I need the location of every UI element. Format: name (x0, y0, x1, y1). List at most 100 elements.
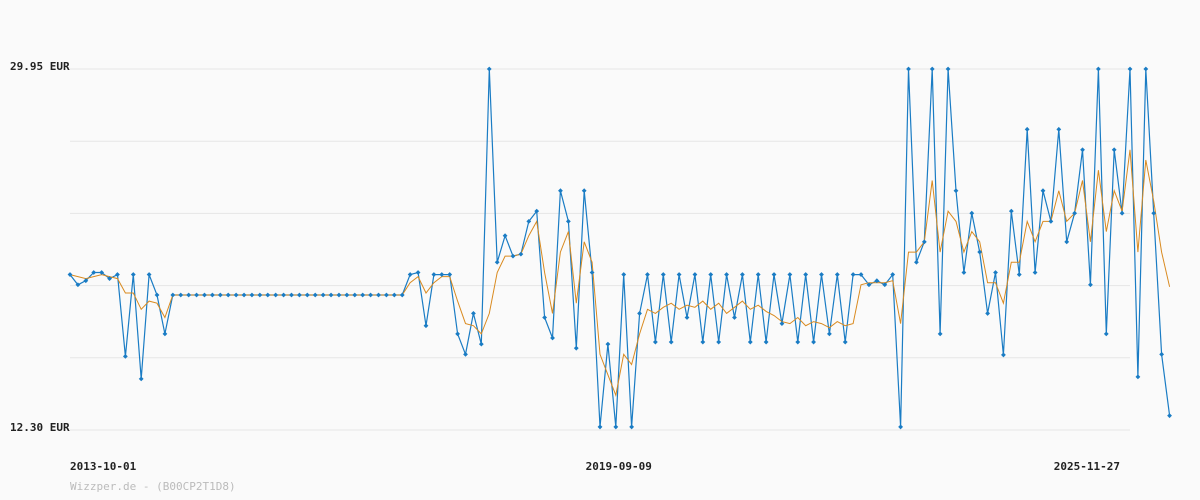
point (827, 331, 832, 337)
point (969, 210, 975, 216)
point (447, 272, 453, 277)
point (700, 339, 706, 345)
point (202, 292, 207, 298)
point (122, 353, 128, 359)
point (162, 331, 168, 337)
point (795, 339, 801, 345)
point (99, 270, 105, 275)
x-tick-label: 2013-10-01 (70, 460, 137, 473)
point (1127, 66, 1133, 72)
point (929, 66, 935, 72)
point (1048, 218, 1054, 224)
point (898, 424, 903, 430)
point (803, 272, 809, 277)
point (573, 345, 579, 351)
y-tick-label: 12.30 EUR (10, 421, 70, 434)
point (115, 272, 120, 277)
point (945, 66, 951, 72)
point (534, 208, 540, 214)
point (906, 66, 911, 72)
point (486, 66, 492, 72)
point (874, 278, 880, 284)
point (1024, 126, 1030, 132)
point (1119, 210, 1125, 216)
point (391, 292, 397, 298)
point (739, 272, 745, 277)
point (676, 272, 682, 277)
point (1159, 351, 1165, 357)
point (645, 272, 650, 277)
point (352, 292, 358, 298)
point (581, 188, 587, 194)
point (273, 292, 279, 298)
point (755, 272, 761, 277)
point (993, 270, 998, 275)
x-tick-label: 2019-09-09 (586, 460, 652, 473)
point (589, 270, 595, 275)
point (281, 292, 286, 298)
point (692, 272, 698, 277)
point (194, 292, 199, 298)
point (186, 292, 192, 298)
point (1040, 188, 1046, 194)
point (1167, 413, 1172, 419)
point (257, 292, 263, 298)
point (652, 339, 658, 345)
point (1143, 66, 1149, 72)
point (771, 272, 777, 277)
point (241, 292, 247, 298)
point (1008, 208, 1014, 214)
point (597, 424, 603, 430)
point (526, 218, 532, 224)
point (985, 311, 991, 316)
point (1056, 126, 1062, 132)
point (463, 351, 468, 357)
footer: Wizzper.de - (B00CP2T1D8) (70, 480, 236, 493)
point (977, 249, 983, 255)
point (415, 270, 421, 275)
point (708, 272, 714, 277)
point (423, 323, 429, 329)
point (613, 424, 619, 430)
point (478, 341, 484, 347)
point (265, 292, 271, 298)
point (138, 376, 144, 382)
point (834, 272, 840, 277)
point (384, 292, 389, 298)
point (811, 339, 816, 345)
point (75, 282, 81, 288)
point (937, 331, 943, 337)
point (209, 292, 215, 298)
point (439, 272, 445, 277)
point (91, 270, 97, 275)
point (565, 218, 571, 224)
point (1080, 147, 1085, 153)
point (747, 339, 753, 345)
point (819, 272, 824, 277)
point (558, 188, 563, 194)
point (882, 282, 888, 288)
y-tick-label: 29.95 EUR (10, 60, 70, 73)
point (763, 339, 769, 345)
point (407, 272, 413, 277)
point (217, 292, 223, 298)
point (146, 272, 152, 277)
point (542, 315, 548, 320)
point (67, 272, 73, 277)
x-tick-label: 2025-11-27 (1054, 460, 1120, 473)
point (1016, 272, 1022, 277)
point (1072, 210, 1078, 216)
point (178, 292, 184, 298)
point (621, 272, 627, 277)
point (130, 272, 136, 277)
point (471, 311, 476, 316)
point (1111, 147, 1117, 153)
point (170, 292, 176, 298)
point (368, 292, 373, 298)
point (494, 259, 500, 265)
point (107, 276, 112, 282)
point (431, 272, 437, 277)
point (890, 272, 896, 277)
point (961, 270, 967, 275)
